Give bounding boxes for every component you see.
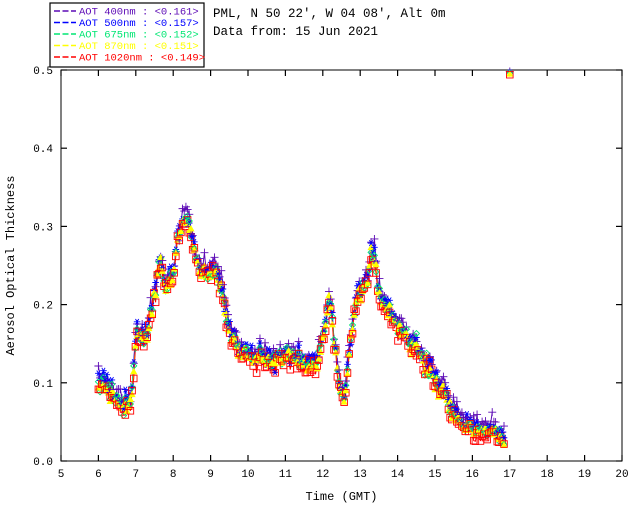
svg-text:0.2: 0.2 [33,301,53,313]
svg-text:11: 11 [279,469,293,481]
svg-text:13: 13 [354,469,367,481]
svg-text:9: 9 [207,469,214,481]
svg-text:19: 19 [578,469,591,481]
svg-text:16: 16 [466,469,479,481]
svg-text:0.1: 0.1 [33,379,53,391]
svg-text:17: 17 [503,469,516,481]
svg-text:Time (GMT): Time (GMT) [305,490,377,504]
svg-text:6: 6 [95,469,102,481]
svg-text:AOT 400nm : <0.161>: AOT 400nm : <0.161> [79,7,199,19]
svg-text:AOT 870nm : <0.151>: AOT 870nm : <0.151> [79,41,199,53]
svg-text:AOT 675nm : <0.152>: AOT 675nm : <0.152> [79,30,199,42]
svg-text:PML, N 50 22', W 04 08', Alt 0: PML, N 50 22', W 04 08', Alt 0m [213,7,446,21]
svg-text:0.3: 0.3 [33,222,53,234]
svg-text:5: 5 [58,469,65,481]
svg-text:AOT 500nm : <0.157>: AOT 500nm : <0.157> [79,18,199,30]
svg-text:0.4: 0.4 [33,144,53,156]
svg-text:14: 14 [391,469,405,481]
svg-text:12: 12 [316,469,329,481]
svg-text:Data from: 15 Jun 2021: Data from: 15 Jun 2021 [213,25,378,39]
svg-text:8: 8 [170,469,177,481]
svg-text:20: 20 [615,469,628,481]
svg-text:10: 10 [241,469,254,481]
svg-text:Aerosol Optical Thickness: Aerosol Optical Thickness [4,175,18,355]
svg-text:15: 15 [428,469,441,481]
svg-text:AOT 1020nm : <0.149>: AOT 1020nm : <0.149> [79,53,205,65]
svg-text:7: 7 [132,469,139,481]
svg-text:0.5: 0.5 [33,66,53,78]
svg-text:0.0: 0.0 [33,457,53,469]
svg-text:18: 18 [541,469,554,481]
